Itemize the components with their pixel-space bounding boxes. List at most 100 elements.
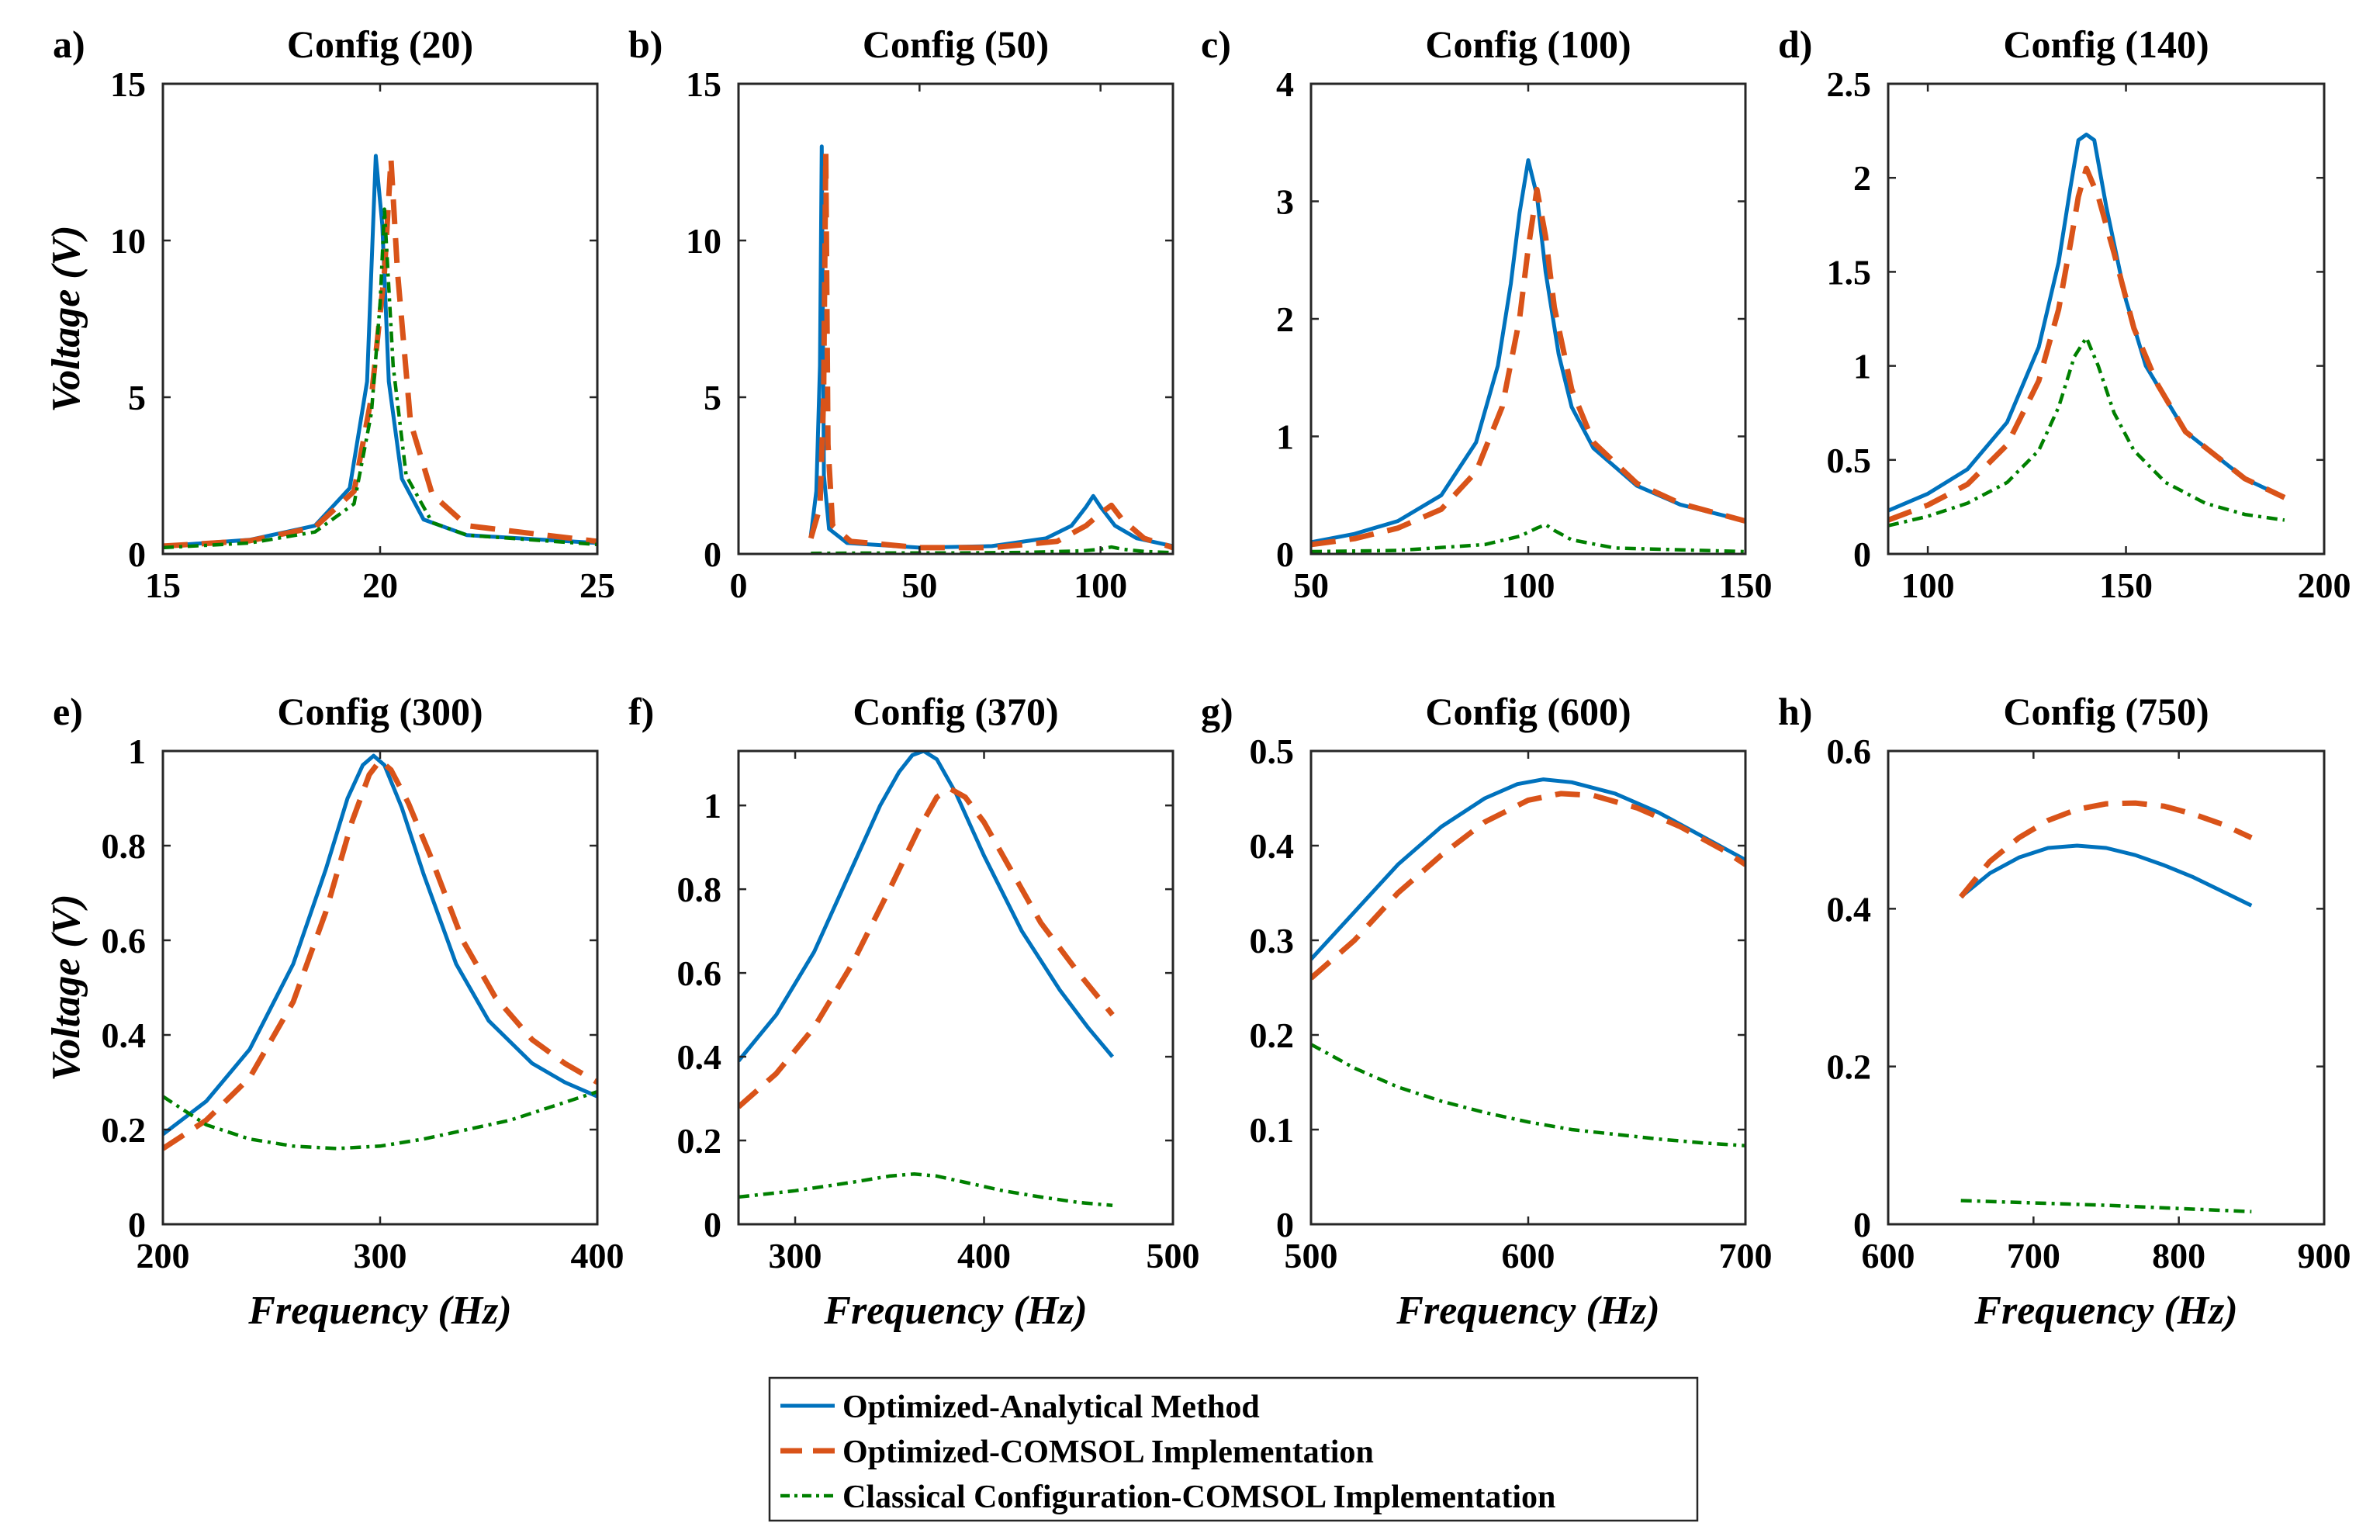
y-tick-label: 1	[704, 786, 721, 825]
x-tick-label: 0	[730, 566, 748, 605]
y-tick-label: 0	[704, 1205, 721, 1244]
x-tick-label: 500	[1147, 1236, 1200, 1275]
axes-box	[737, 82, 1174, 555]
legend: Optimized-Analytical Method Optimized-COM…	[768, 1376, 1699, 1522]
series-line-3	[163, 207, 597, 550]
y-tick-label: 5	[128, 378, 146, 417]
y-tick-label: 15	[686, 64, 721, 104]
axes-box	[1309, 749, 1747, 1226]
y-tick-label: 10	[686, 221, 721, 261]
x-tick-label: 200	[2298, 566, 2351, 605]
y-tick-label: 0.6	[1827, 732, 1872, 771]
x-tick-label: 600	[1862, 1236, 1915, 1275]
y-tick-label: 1.5	[1827, 252, 1872, 292]
axes-box	[737, 749, 1174, 1226]
x-tick-label: 50	[1293, 566, 1329, 605]
y-tick-label: 0.2	[1250, 1016, 1295, 1055]
y-tick-label: 5	[704, 378, 721, 417]
x-tick-label: 100	[1074, 566, 1127, 605]
y-tick-label: 0.4	[1827, 889, 1872, 929]
x-tick-label: 400	[957, 1236, 1011, 1275]
axes-box	[1887, 82, 2326, 555]
y-tick-label: 1	[128, 732, 146, 771]
y-tick-label: 0.2	[102, 1110, 147, 1150]
y-tick-label: 2	[1276, 299, 1294, 339]
y-tick-label: 0	[1276, 1205, 1294, 1244]
series-line-2	[163, 156, 597, 549]
subplot-tag: a)	[53, 22, 85, 66]
subplot-tag: g)	[1201, 690, 1233, 733]
y-tick-label: 10	[110, 221, 146, 261]
x-axis-label: Frequency (Hz)	[247, 1289, 511, 1333]
subplot-tag: b)	[628, 22, 662, 66]
y-tick-label: 2	[1853, 158, 1871, 198]
x-tick-label: 100	[1901, 566, 1955, 605]
subplot-7: 500 600 700 0 0.1 0.2 0.3 0.4 0.5 Config (600) g) F…	[1201, 690, 1773, 1333]
y-tick-label: 4	[1276, 64, 1294, 104]
y-tick-label: 0	[704, 535, 721, 574]
series-line-1	[1311, 158, 1745, 545]
x-tick-label: 600	[1502, 1236, 1555, 1275]
x-tick-label: 800	[2152, 1236, 2205, 1275]
subplot-4: 100 150 200 0 0.5 1 1.5 2 2.5 Config (140) d)	[1778, 22, 2351, 605]
series-line-2	[739, 786, 1115, 1109]
y-tick-label: 1	[1276, 417, 1294, 457]
y-tick-label: 15	[110, 64, 146, 104]
legend-entry-3: Classical Configuration-COMSOL Implement…	[842, 1479, 1555, 1515]
subplot-title: Config (140)	[2003, 22, 2209, 66]
x-axis-label: Frequency (Hz)	[1974, 1289, 2237, 1333]
x-tick-label: 25	[579, 566, 615, 605]
y-tick-label: 0.8	[102, 826, 147, 866]
series-line-2	[1311, 186, 1745, 548]
legend-entry-1: Optimized-Analytical Method	[842, 1389, 1260, 1425]
series-line-2	[808, 150, 1173, 551]
y-tick-label: 0.4	[677, 1037, 722, 1077]
legend-box	[768, 1376, 1699, 1522]
series-line-3	[1960, 1199, 2252, 1213]
subplot-tag: d)	[1778, 22, 1812, 66]
y-tick-label: 0	[1853, 535, 1871, 574]
subplot-1: 15 20 25 0 5 10 15 Config (20) a) Voltage (V)	[44, 22, 615, 605]
series-line-2	[1888, 165, 2286, 523]
series-line-1	[1888, 132, 2285, 513]
subplot-6: 300 400 500 0 0.2 0.4 0.6 0.8 1 Config (370) f) Fre…	[628, 690, 1200, 1333]
legend-entry-2: Optimized-COMSOL Implementation	[842, 1434, 1374, 1470]
x-tick-label: 15	[145, 566, 181, 605]
x-tick-label: 400	[571, 1236, 624, 1275]
series-line-1	[1311, 777, 1745, 961]
y-tick-label: 0	[1276, 535, 1294, 574]
x-tick-label: 100	[1502, 566, 1555, 605]
y-tick-label: 0.4	[1250, 826, 1295, 866]
y-tick-label: 0.3	[1250, 921, 1295, 960]
subplot-3: 50 100 150 0 1 2 3 4 Config (100) c)	[1201, 22, 1773, 605]
series-line-3	[739, 1171, 1113, 1207]
subplot-title: Config (20)	[287, 22, 473, 66]
y-tick-label: 0.8	[677, 870, 722, 909]
subplot-tag: h)	[1778, 690, 1812, 733]
series-line-3	[1311, 1043, 1745, 1147]
subplot-5: 200 300 400 0 0.2 0.4 0.6 0.8 1 Config (300) e) Vol…	[44, 690, 624, 1333]
series-line-2	[1311, 791, 1745, 981]
y-tick-label: 0.6	[102, 921, 147, 960]
series-line-1	[1960, 843, 2253, 908]
y-tick-label: 0.4	[102, 1016, 147, 1055]
y-tick-label: 0.2	[677, 1121, 722, 1161]
y-tick-label: 1	[1853, 347, 1871, 386]
subplot-8: 600 700 800 900 0 0.2 0.4 0.6 Config (750) h) Freq…	[1778, 690, 2351, 1333]
series-line-3	[163, 1090, 597, 1151]
axes-box	[1309, 82, 1747, 555]
y-tick-label: 0	[128, 1205, 146, 1244]
series-line-3	[1311, 522, 1745, 554]
subplot-tag: c)	[1201, 22, 1231, 66]
x-tick-label: 150	[1719, 566, 1773, 605]
axes-box	[161, 749, 599, 1226]
y-tick-label: 0.5	[1250, 732, 1295, 771]
subplot-title: Config (100)	[1425, 22, 1631, 66]
series-line-1	[808, 144, 1173, 550]
subplot-title: Config (370)	[853, 690, 1058, 733]
x-tick-label: 700	[2007, 1236, 2060, 1275]
y-tick-label: 0.5	[1827, 441, 1872, 480]
subplot-title: Config (750)	[2003, 690, 2209, 733]
axes-box	[161, 82, 599, 555]
